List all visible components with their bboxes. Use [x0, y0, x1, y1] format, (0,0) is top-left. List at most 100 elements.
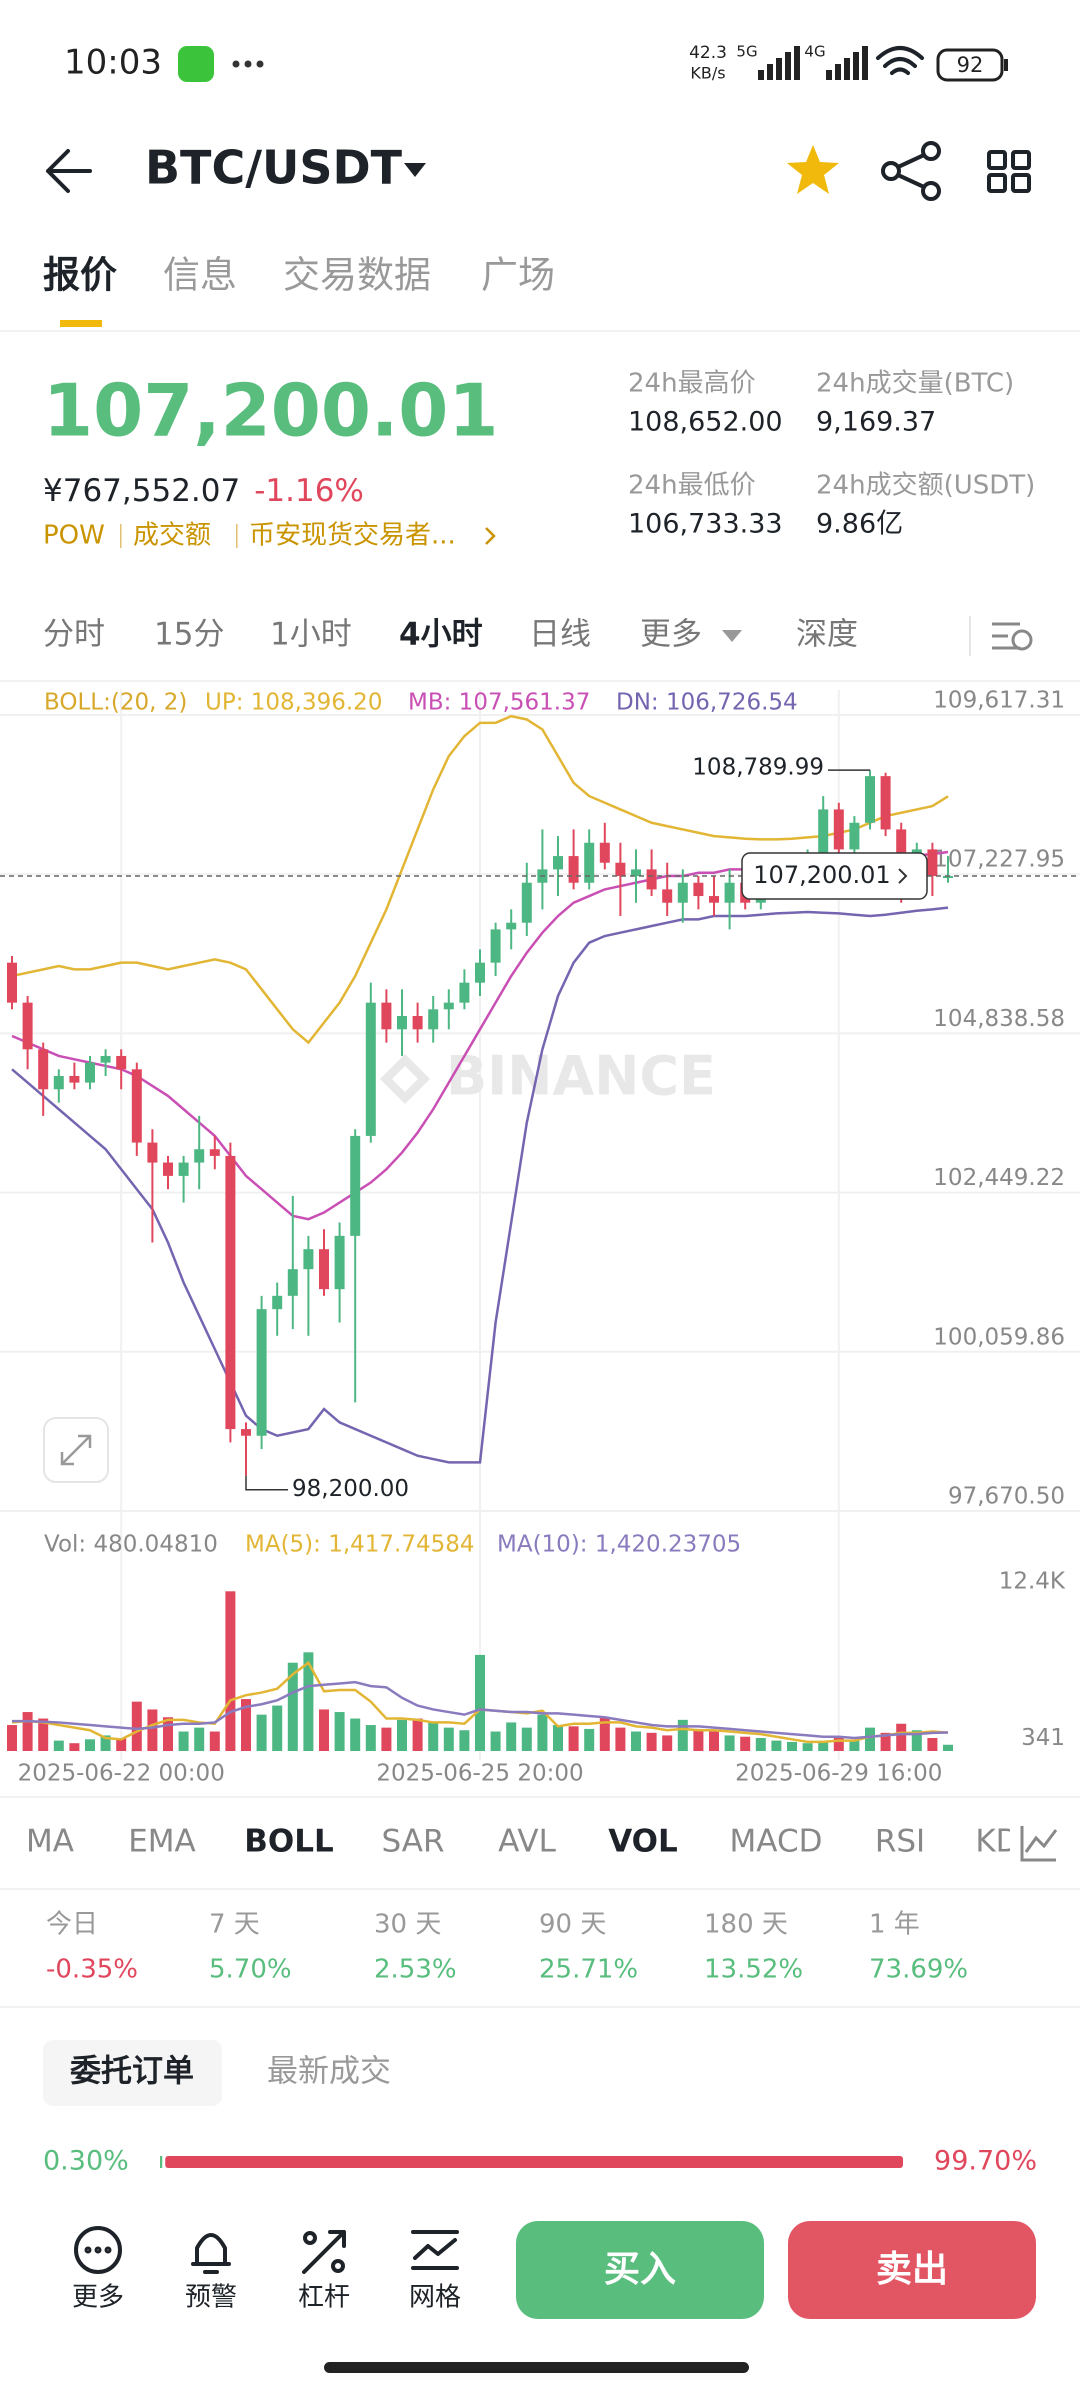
buy-label[interactable]: 买入	[604, 2249, 676, 2290]
interval-tab[interactable]: 4小时	[399, 617, 483, 653]
volume-bar	[584, 1728, 595, 1751]
buy-button[interactable]	[516, 2221, 764, 2319]
signal-type: 4G	[804, 43, 825, 61]
toolbar-grid-icon[interactable]	[411, 2230, 459, 2270]
indicator-tab[interactable]: EMA	[128, 1824, 196, 1860]
sell-label[interactable]: 卖出	[876, 2249, 948, 2290]
indicator-tab[interactable]: AVL	[498, 1824, 556, 1860]
tab[interactable]: 广场	[481, 254, 555, 297]
indicator-tab[interactable]: RSI	[875, 1824, 925, 1860]
volume-bar	[631, 1731, 641, 1751]
volume-title: Vol: 480.04810	[44, 1532, 218, 1558]
candle-body	[194, 1149, 205, 1163]
volume-bar	[506, 1722, 517, 1751]
order-tab[interactable]: 委托订单	[70, 2054, 194, 2090]
candle-body	[334, 1235, 345, 1290]
volume-bar	[412, 1718, 423, 1751]
layout-button[interactable]	[987, 150, 1031, 193]
candle-body	[568, 856, 579, 883]
interval-tab[interactable]: 深度	[796, 617, 858, 653]
more-dropdown[interactable]	[722, 630, 742, 642]
toolbar-label[interactable]: 网格	[409, 2283, 461, 2313]
indicator-tab[interactable]: BOLL	[244, 1824, 334, 1860]
volume-bar	[225, 1591, 236, 1751]
sell-button[interactable]	[788, 2221, 1036, 2319]
y-tick-label: 102,449.22	[933, 1165, 1065, 1191]
ticker-tag[interactable]: 成交额	[133, 521, 211, 551]
volume-bar	[709, 1731, 719, 1751]
volume-bar	[365, 1725, 376, 1751]
toolbar-label[interactable]: 更多	[72, 2283, 124, 2313]
candle-body	[818, 809, 829, 857]
toolbar-label[interactable]: 杠杆	[298, 2283, 350, 2313]
candle-body	[256, 1309, 267, 1436]
toolbar-more-icon[interactable]	[74, 2226, 122, 2274]
interval-tab[interactable]: 更多	[640, 617, 702, 653]
divider	[0, 1888, 1080, 1890]
indicator-tab[interactable]: SAR	[382, 1824, 445, 1860]
indicator-tab[interactable]: VOL	[608, 1824, 678, 1860]
pair-dropdown[interactable]	[404, 163, 426, 177]
volume-bar	[85, 1739, 95, 1751]
current-price-box[interactable]	[741, 852, 928, 900]
interval-tab[interactable]: 15分	[154, 617, 224, 653]
order-tab[interactable]: 最新成交	[267, 2054, 391, 2090]
y-tick-label: 100,059.86	[933, 1324, 1065, 1350]
candle-body	[506, 922, 517, 930]
candle-body	[521, 882, 532, 923]
current-price-label[interactable]: 107,200.01	[753, 861, 890, 889]
current-price-arrow	[898, 868, 908, 884]
watermark-logo	[380, 1054, 430, 1104]
battery	[936, 48, 1004, 82]
volume-bar	[880, 1732, 891, 1751]
indicator-settings[interactable]	[1020, 1826, 1058, 1862]
toolbar-label[interactable]: 预警	[185, 2283, 237, 2313]
x-tick-label: 2025-06-22 00:00	[18, 1761, 225, 1787]
sell-ratio-bar	[165, 2156, 903, 2168]
x-tick-label: 2025-06-29 16:00	[735, 1761, 942, 1787]
ticker-tag[interactable]: 币安现货交易者...	[249, 521, 456, 551]
favorite-star[interactable]	[787, 145, 839, 194]
expand-button[interactable]	[43, 1417, 109, 1483]
back-button[interactable]	[46, 149, 92, 193]
volume-bar	[818, 1741, 829, 1751]
interval-tab[interactable]: 分时	[43, 617, 105, 653]
tab[interactable]: 交易数据	[283, 254, 431, 297]
tab[interactable]: 信息	[163, 254, 237, 297]
candle-body	[319, 1249, 329, 1290]
period-label: 90 天	[539, 1910, 606, 1940]
volume-bar	[7, 1725, 17, 1751]
share-button[interactable]	[881, 141, 941, 201]
ticker-tag[interactable]: POW	[43, 521, 105, 551]
candle-body	[459, 982, 470, 1003]
volume-bar	[38, 1718, 49, 1751]
interval-tab[interactable]: 日线	[529, 617, 591, 653]
volume-bar	[943, 1744, 953, 1751]
volume-bar	[755, 1738, 766, 1751]
candle-body	[724, 882, 735, 903]
volume-bar	[303, 1652, 314, 1751]
volume-bar	[69, 1743, 80, 1751]
y-tick-label: 104,838.58	[933, 1006, 1065, 1032]
candle-body	[693, 882, 704, 897]
candle-body	[943, 876, 953, 879]
toolbar-alert-icon[interactable]	[191, 2233, 231, 2274]
indicator-tab[interactable]: MACD	[730, 1824, 823, 1860]
tag-arrow[interactable]	[485, 527, 496, 545]
volume-bar	[802, 1743, 813, 1751]
indicator-tab[interactable]: MA	[26, 1824, 74, 1860]
candle-body	[22, 1002, 33, 1050]
tab[interactable]: 报价	[43, 254, 117, 297]
pair-title[interactable]: BTC/USDT	[145, 141, 403, 195]
toolbar-margin-icon[interactable]	[302, 2230, 346, 2274]
candle-body	[85, 1062, 95, 1083]
stat-label: 24h成交额(USDT)	[816, 471, 1035, 501]
candle-body	[677, 882, 688, 903]
candle-body	[272, 1295, 283, 1310]
chart-settings-icon[interactable]	[992, 622, 1033, 651]
period-change: 25.71%	[539, 1955, 638, 1985]
volume-bar	[53, 1740, 64, 1751]
order-tab-active-bg	[43, 2040, 222, 2106]
interval-tab[interactable]: 1小时	[270, 617, 352, 653]
